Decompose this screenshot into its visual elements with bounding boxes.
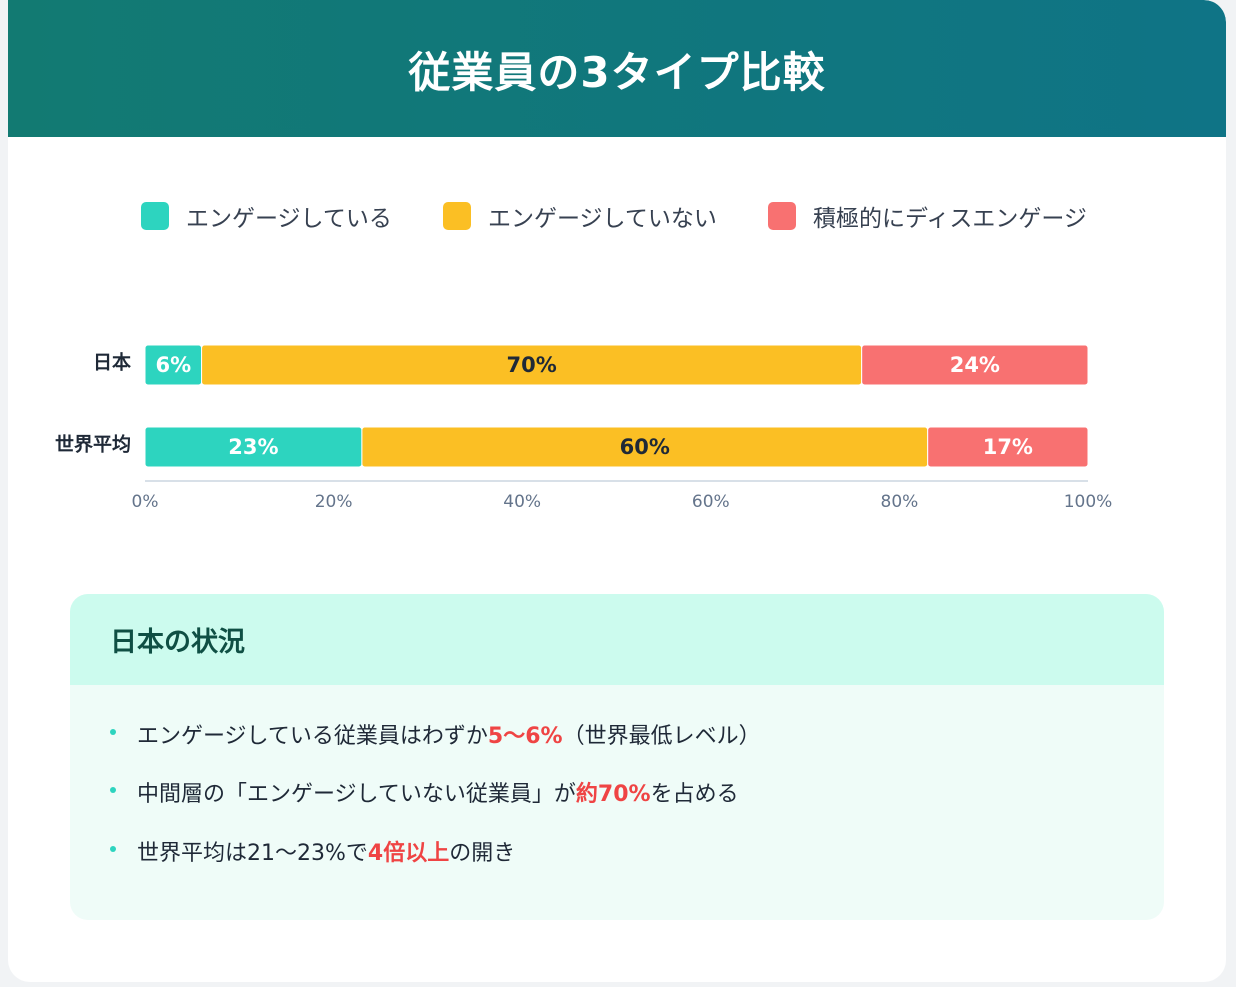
stacked-bar-chart: 日本 6% 70% 24% 世界平均 23% 60% 17% 0% 20% 40% 60% 80% 100… [55, 344, 1113, 512]
bar-segment [927, 426, 1089, 468]
panel-title: 日本の状況 [110, 627, 245, 658]
bullet-icon [110, 846, 116, 852]
legend-item-actively-disengaged: 積極的にディスエンゲージ [768, 199, 1087, 233]
list-item-text-after: を占める [650, 782, 739, 807]
legend-swatch-actively-disengaged [768, 202, 796, 230]
legend-swatch-engaged [141, 202, 169, 230]
legend-swatch-not-engaged [443, 202, 471, 230]
x-tick-label: 20% [315, 492, 353, 512]
list-item-text: エンゲージしている従業員はわずか [137, 724, 488, 749]
x-tick-label: 60% [692, 492, 730, 512]
list-item: 世界平均は21〜23%で 4倍以上 の開き [110, 836, 515, 866]
japan-status-panel: 日本の状況 エンゲージしている従業員はわずか 5〜6% （世界最低レベル） 中間層の… [70, 594, 1164, 920]
x-tick-label: 80% [881, 492, 919, 512]
bullet-icon [110, 787, 116, 793]
legend-item-engaged: エンゲージしている [141, 199, 392, 233]
page-title: 従業員の3タイプ比較 [408, 48, 826, 97]
legend-label-not-engaged: エンゲージしていない [488, 206, 717, 232]
legend-item-not-engaged: エンゲージしていない [443, 199, 717, 233]
data-label: 17% [983, 435, 1033, 459]
list-item-text: 中間層の「エンゲージしていない従業員」が [137, 782, 576, 807]
category-label: 世界平均 [55, 433, 131, 456]
list-item-text: 世界平均は21〜23%で [137, 841, 368, 866]
header-banner: 従業員の3タイプ比較 [8, 0, 1226, 137]
list-item-highlight: 約70% [575, 782, 651, 807]
data-label: 60% [620, 435, 670, 459]
legend-label-engaged: エンゲージしている [186, 206, 392, 232]
list-item-highlight: 5〜6% [487, 724, 563, 749]
x-tick-label: 100% [1064, 492, 1113, 512]
panel-header: 日本の状況 [70, 594, 1164, 685]
chart-legend: エンゲージしている エンゲージしていない 積極的にディスエンゲージ [8, 199, 1226, 233]
x-tick-label: 40% [503, 492, 541, 512]
legend-label-actively-disengaged: 積極的にディスエンゲージ [813, 206, 1087, 232]
list-item: エンゲージしている従業員はわずか 5〜6% （世界最低レベル） [110, 719, 761, 749]
chart-card: 従業員の3タイプ比較 エンゲージしている エンゲージしていない 積極的にディスエ… [8, 0, 1226, 982]
data-label: 23% [228, 435, 278, 459]
bullet-icon [110, 729, 116, 735]
list-item-highlight: 4倍以上 [367, 841, 450, 866]
data-label: 24% [950, 353, 1000, 377]
data-label: 6% [155, 353, 191, 377]
x-tick-label: 0% [132, 492, 159, 512]
data-label: 70% [506, 353, 556, 377]
list-item-text-after: の開き [449, 841, 516, 866]
list-item-text-after: （世界最低レベル） [562, 724, 761, 749]
category-label: 日本 [93, 351, 131, 374]
list-item: 中間層の「エンゲージしていない従業員」が 約70% を占める [110, 777, 739, 807]
bar-segment [861, 344, 1089, 386]
